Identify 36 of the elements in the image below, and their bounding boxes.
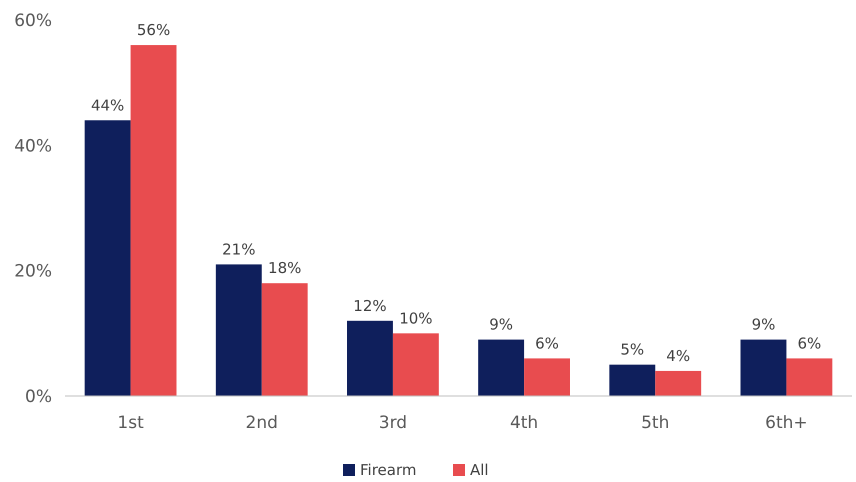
x-tick-label: 6th+ <box>765 413 808 433</box>
bar <box>216 264 262 396</box>
bar <box>84 120 131 396</box>
bar <box>740 340 786 396</box>
x-tick-label: 5th <box>641 413 670 433</box>
data-label: 9% <box>752 316 776 334</box>
bar <box>347 320 393 396</box>
bar <box>786 358 832 396</box>
bar <box>524 358 570 396</box>
data-label: 56% <box>136 21 170 40</box>
x-tick-label: 4th <box>510 413 538 433</box>
data-label: 6% <box>535 334 559 352</box>
y-tick-label: 20% <box>14 262 52 282</box>
data-label: 6% <box>797 334 822 352</box>
data-label: 5% <box>620 340 644 359</box>
bar <box>609 364 656 396</box>
bar <box>655 370 702 396</box>
data-label: 44% <box>90 96 124 114</box>
x-tick-label: 1st <box>117 413 144 433</box>
data-label: 12% <box>353 296 387 315</box>
bar <box>478 340 524 396</box>
bar <box>130 45 176 396</box>
y-tick-label: 60% <box>14 10 52 31</box>
data-label: 18% <box>268 259 302 278</box>
y-tick-label: 0% <box>25 386 52 407</box>
legend-label: Firearm <box>360 461 416 479</box>
data-label: 21% <box>222 240 256 258</box>
x-tick-label: 2nd <box>246 413 278 433</box>
data-label: 10% <box>399 309 433 328</box>
legend-label: All <box>470 461 489 479</box>
bar <box>392 333 439 396</box>
data-label: 4% <box>666 346 690 365</box>
x-tick-label: 3rd <box>378 413 408 433</box>
data-label: 9% <box>489 316 514 334</box>
bar <box>262 283 308 396</box>
y-tick-label: 40% <box>14 136 52 156</box>
